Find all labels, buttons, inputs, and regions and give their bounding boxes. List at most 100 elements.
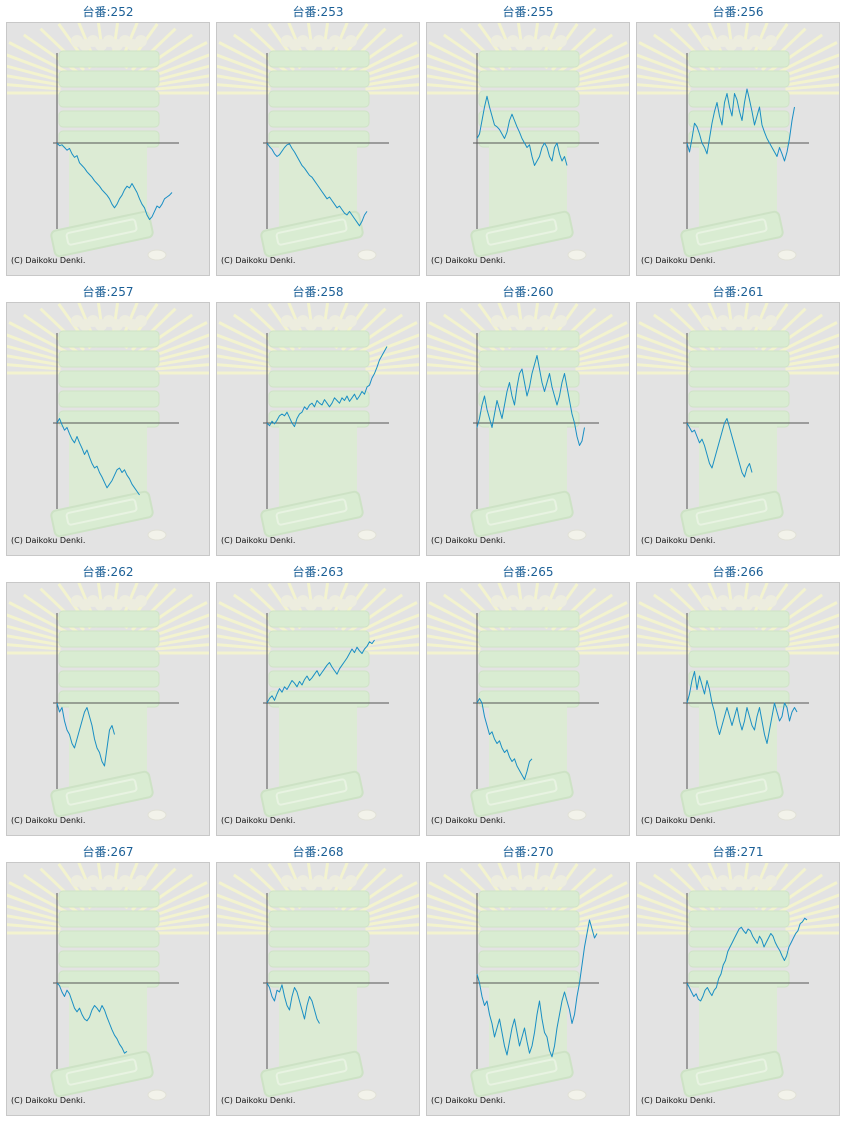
copyright-text: (C) Daikoku Denki.	[641, 536, 716, 545]
chart-panel[interactable]: (C) Daikoku Denki.	[216, 582, 420, 836]
chart-title[interactable]: 台番:267	[82, 845, 134, 859]
chart-panel[interactable]: (C) Daikoku Denki.	[426, 862, 630, 1116]
chart-cell: 台番:263 (C) Daikoku Denki.	[216, 560, 420, 836]
copyright-text: (C) Daikoku Denki.	[641, 1096, 716, 1105]
copyright-text: (C) Daikoku Denki.	[641, 816, 716, 825]
background-art	[7, 303, 209, 541]
chart-cell: 台番:270 (C) Daikoku Denki.	[426, 840, 630, 1116]
background-art	[637, 863, 839, 1101]
chart-title[interactable]: 台番:265	[502, 565, 554, 579]
copyright-text: (C) Daikoku Denki.	[11, 536, 86, 545]
chart-svg	[427, 583, 629, 821]
copyright-text: (C) Daikoku Denki.	[431, 1096, 506, 1105]
copyright-text: (C) Daikoku Denki.	[221, 536, 296, 545]
chart-cell: 台番:255 (C) Daikoku Denki.	[426, 0, 630, 276]
data-series-line	[476, 95, 568, 166]
copyright-text: (C) Daikoku Denki.	[11, 1096, 86, 1105]
copyright-text: (C) Daikoku Denki.	[641, 256, 716, 265]
data-series-line	[686, 671, 798, 744]
chart-panel[interactable]: (C) Daikoku Denki.	[216, 302, 420, 556]
chart-cell: 台番:260 (C) Daikoku Denki.	[426, 280, 630, 556]
data-series-line	[476, 919, 598, 1058]
background-art	[427, 583, 629, 821]
chart-title[interactable]: 台番:271	[712, 845, 764, 859]
chart-cell: 台番:257 (C) Daikoku Denki.	[6, 280, 210, 556]
chart-cell: 台番:261 (C) Daikoku Denki.	[636, 280, 840, 556]
chart-svg	[7, 303, 209, 541]
data-series-line	[476, 355, 585, 446]
copyright-text: (C) Daikoku Denki.	[11, 256, 86, 265]
chart-panel[interactable]: (C) Daikoku Denki.	[636, 22, 840, 276]
chart-title[interactable]: 台番:253	[292, 5, 344, 19]
background-art	[427, 23, 629, 261]
chart-title[interactable]: 台番:262	[82, 565, 134, 579]
chart-svg	[217, 303, 419, 541]
data-series-line	[476, 698, 533, 780]
chart-title[interactable]: 台番:266	[712, 565, 764, 579]
background-art	[217, 303, 419, 541]
chart-svg	[7, 583, 209, 821]
chart-cell: 台番:253 (C) Daikoku Denki.	[216, 0, 420, 276]
chart-svg	[217, 583, 419, 821]
data-series-line	[266, 982, 320, 1024]
chart-panel[interactable]: (C) Daikoku Denki.	[426, 302, 630, 556]
data-series-line	[686, 917, 808, 1002]
copyright-text: (C) Daikoku Denki.	[431, 536, 506, 545]
chart-cell: 台番:256 (C) Daikoku Denki.	[636, 0, 840, 276]
chart-svg	[427, 23, 629, 261]
copyright-text: (C) Daikoku Denki.	[431, 816, 506, 825]
chart-cell: 台番:252 (C) Daikoku Denki.	[6, 0, 210, 276]
chart-title[interactable]: 台番:270	[502, 845, 554, 859]
background-art	[7, 583, 209, 821]
data-series-line	[56, 982, 128, 1054]
chart-svg	[7, 23, 209, 261]
background-art	[427, 303, 629, 541]
chart-title[interactable]: 台番:255	[502, 5, 554, 19]
chart-panel[interactable]: (C) Daikoku Denki.	[6, 302, 210, 556]
data-series-line	[266, 142, 368, 227]
chart-svg	[427, 863, 629, 1101]
chart-panel[interactable]: (C) Daikoku Denki.	[426, 22, 630, 276]
chart-panel[interactable]: (C) Daikoku Denki.	[6, 22, 210, 276]
chart-panel[interactable]: (C) Daikoku Denki.	[636, 302, 840, 556]
chart-svg	[217, 23, 419, 261]
data-series-line	[56, 142, 173, 220]
background-art	[427, 863, 629, 1101]
chart-title[interactable]: 台番:268	[292, 845, 344, 859]
data-series-line	[686, 418, 753, 478]
chart-svg	[217, 863, 419, 1101]
chart-cell: 台番:266 (C) Daikoku Denki.	[636, 560, 840, 836]
chart-panel[interactable]: (C) Daikoku Denki.	[216, 862, 420, 1116]
chart-svg	[427, 303, 629, 541]
background-art	[217, 23, 419, 261]
chart-svg	[637, 583, 839, 821]
chart-panel[interactable]: (C) Daikoku Denki.	[6, 862, 210, 1116]
chart-cell: 台番:268 (C) Daikoku Denki.	[216, 840, 420, 1116]
chart-svg	[637, 23, 839, 261]
data-series-line	[56, 418, 140, 496]
chart-panel[interactable]: (C) Daikoku Denki.	[426, 582, 630, 836]
data-series-line	[56, 702, 115, 767]
chart-title[interactable]: 台番:257	[82, 285, 134, 299]
chart-panel[interactable]: (C) Daikoku Denki.	[216, 22, 420, 276]
chart-title[interactable]: 台番:261	[712, 285, 764, 299]
chart-cell: 台番:258 (C) Daikoku Denki.	[216, 280, 420, 556]
data-series-line	[266, 639, 375, 704]
chart-panel[interactable]: (C) Daikoku Denki.	[6, 582, 210, 836]
chart-panel[interactable]: (C) Daikoku Denki.	[636, 862, 840, 1116]
chart-title[interactable]: 台番:258	[292, 285, 344, 299]
chart-svg	[7, 863, 209, 1101]
copyright-text: (C) Daikoku Denki.	[221, 1096, 296, 1105]
chart-title[interactable]: 台番:252	[82, 5, 134, 19]
background-art	[7, 863, 209, 1101]
chart-panel[interactable]: (C) Daikoku Denki.	[636, 582, 840, 836]
chart-title[interactable]: 台番:263	[292, 565, 344, 579]
background-art	[217, 863, 419, 1101]
chart-title[interactable]: 台番:256	[712, 5, 764, 19]
copyright-text: (C) Daikoku Denki.	[11, 816, 86, 825]
chart-svg	[637, 863, 839, 1101]
chart-title[interactable]: 台番:260	[502, 285, 554, 299]
copyright-text: (C) Daikoku Denki.	[221, 816, 296, 825]
chart-cell: 台番:265 (C) Daikoku Denki.	[426, 560, 630, 836]
